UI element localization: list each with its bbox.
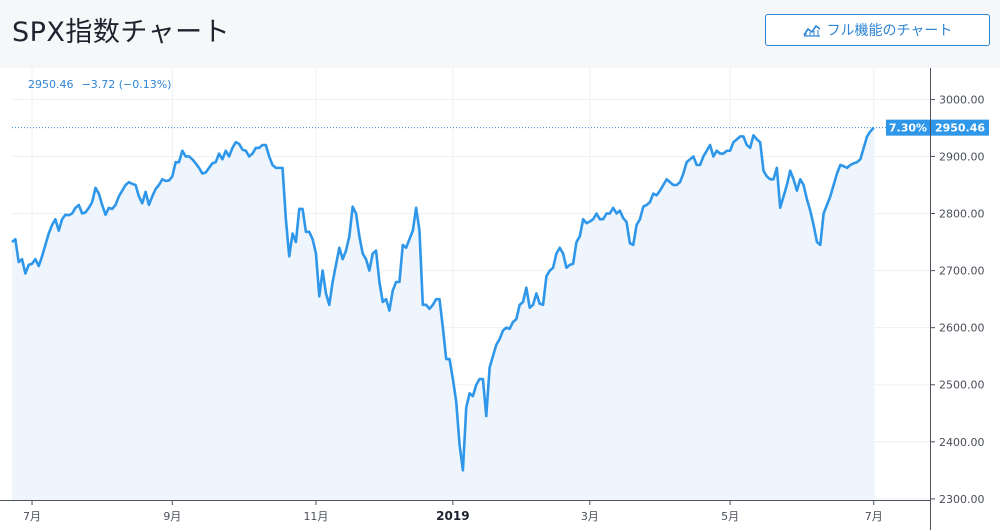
label-layer: 7.30% 2950.46 <box>12 119 989 136</box>
y-tick-label: 2400.00 <box>939 436 985 449</box>
y-tick-label: 3000.00 <box>939 93 985 106</box>
y-tick-label: 2800.00 <box>939 208 985 221</box>
quote-readout: 2950.46 −3.72 (−0.13%) <box>28 78 171 91</box>
y-tick-label: 2900.00 <box>939 150 985 163</box>
full-chart-button[interactable]: フル機能のチャート <box>765 14 990 46</box>
price-chart[interactable]: 2300.00 2400.00 2500.00 2600.00 2700.00 2800.… <box>0 68 1000 531</box>
page-title: SPX指数チャート <box>12 17 231 48</box>
last-value-badge <box>931 119 989 136</box>
x-tick-label: 9月 <box>163 510 181 523</box>
x-tick-label: 11月 <box>303 510 328 523</box>
axis-layer: 2300.00 2400.00 2500.00 2600.00 2700.00 2800.… <box>0 68 985 530</box>
y-tick-label: 2500.00 <box>939 379 985 392</box>
price-change: −3.72 (−0.13%) <box>81 78 172 91</box>
y-tick-label: 2600.00 <box>939 322 985 335</box>
y-tick-label: 2700.00 <box>939 265 985 278</box>
area-layer <box>11 126 875 500</box>
last-percent-badge <box>886 119 930 136</box>
last-value-label: 2950.46 <box>935 122 985 135</box>
x-tick-label: 2019 <box>436 509 469 523</box>
x-tick-label: 3月 <box>581 510 599 523</box>
last-price: 2950.46 <box>28 78 74 91</box>
chart-card[interactable]: 2300.00 2400.00 2500.00 2600.00 2700.00 2800.… <box>0 68 1000 531</box>
x-tick-label: 7月 <box>865 510 883 523</box>
x-tick-label: 7月 <box>23 510 41 523</box>
area-fill <box>12 127 874 500</box>
series-line <box>11 126 875 472</box>
y-tick-label: 2300.00 <box>939 493 985 506</box>
last-percent-label: 7.30% <box>889 122 927 135</box>
x-tick-label: 5月 <box>721 510 739 523</box>
chart-line-icon <box>802 24 821 37</box>
full-chart-button-label: フル機能のチャート <box>826 23 953 39</box>
